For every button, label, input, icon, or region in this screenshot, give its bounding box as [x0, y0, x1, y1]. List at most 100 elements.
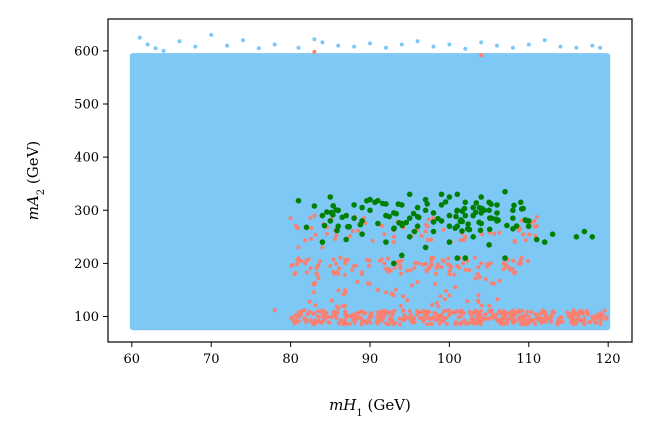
series-1-band-3-point: [355, 279, 360, 284]
series-0-point: [209, 32, 214, 37]
series-1-point: [479, 53, 484, 58]
series-0-point: [463, 46, 468, 51]
series-1-band-0-point: [433, 311, 438, 316]
series-2-point: [327, 194, 334, 200]
series-2-point: [343, 212, 350, 219]
series-1-band-0-point: [529, 310, 533, 314]
series-1-point: [360, 272, 365, 276]
series-1-band-3-point: [495, 297, 500, 302]
series-2-point: [414, 223, 421, 229]
series-1-point: [320, 245, 325, 250]
series-1-band-0-point: [361, 311, 366, 316]
series-1-point: [304, 258, 309, 263]
series-1-band-3-point: [465, 299, 470, 304]
series-1-band-0-point: [461, 311, 466, 316]
series-1-band-0-point: [374, 318, 379, 323]
series-1-band-3-point: [365, 281, 370, 286]
series-1: [272, 49, 609, 327]
series-1-band-0-point: [434, 318, 439, 323]
y-axis-label-unit: (GeV): [24, 141, 42, 189]
series-2-point: [375, 197, 381, 204]
series-2-point: [359, 204, 365, 211]
series-1-band-3-point: [313, 303, 318, 308]
series-1-band-3-point: [438, 294, 443, 299]
series-1-band-2-point: [512, 239, 517, 244]
series-1-band-1-point: [337, 266, 342, 271]
series-1-point: [344, 314, 349, 319]
series-1-band-0-point: [402, 316, 407, 321]
series-1-band-3-point: [343, 304, 347, 308]
series-2-band-0-point: [486, 226, 493, 233]
series-1-band-1-point: [472, 255, 477, 260]
x-axis-label: mH1 (GeV): [329, 396, 411, 419]
series-2-point: [359, 218, 365, 224]
series-2-band-0-point: [321, 222, 328, 229]
series-1-band-0-point: [468, 312, 473, 317]
series-1-band-0-point: [331, 312, 336, 317]
series-1-band-1-point: [338, 256, 343, 260]
series-2-band-0-point: [403, 219, 410, 226]
series-1-band-0-point: [296, 319, 301, 324]
series-2-point: [383, 239, 389, 245]
series-1-band-0-point: [517, 310, 522, 315]
series-1-band-2-point: [308, 236, 313, 241]
series-1-band-1-point: [386, 256, 390, 261]
series-2-point: [311, 203, 318, 209]
x-axis: 60 70 80 90 100 110 120: [124, 342, 621, 367]
series-2-point: [470, 234, 477, 240]
series-1-band-1-point: [379, 257, 384, 262]
series-2-point: [438, 218, 445, 224]
series-1-point: [534, 224, 539, 229]
series-1-band-1-point: [452, 272, 457, 277]
series-1-band-0-point: [444, 321, 449, 326]
series-2-point: [533, 236, 540, 243]
series-1-band-0-point: [412, 320, 417, 325]
series-1-band-2-point: [424, 222, 429, 227]
series-1-band-1-point: [439, 265, 444, 270]
series-1-point: [526, 314, 531, 319]
series-2-point: [375, 220, 381, 227]
series-2-point: [391, 226, 397, 232]
series-1-band-2-point: [419, 233, 424, 238]
x-tick-label: 90: [362, 352, 379, 367]
series-1-band-3-point: [434, 300, 439, 305]
series-1-band-2-point: [334, 233, 339, 238]
series-0-point: [161, 48, 166, 53]
series-1-point: [375, 287, 380, 292]
series-1-band-0-point: [427, 317, 432, 322]
series-1-band-0-point: [366, 317, 371, 322]
series-1-point: [447, 293, 452, 298]
series-1-band-0-point: [321, 308, 325, 313]
series-2-band-0-point: [453, 213, 459, 220]
series-1-band-0-point: [508, 310, 513, 315]
series-1-band-0-point: [477, 312, 482, 317]
series-2-point: [502, 255, 508, 261]
series-1-band-3-point: [444, 288, 449, 293]
series-1-band-1-point: [331, 257, 336, 262]
series-1-point: [336, 306, 341, 311]
series-1-band-0-point: [464, 322, 469, 327]
series-2-point: [446, 239, 453, 245]
series-1-band-2-point: [380, 223, 384, 228]
series-2-point: [335, 223, 342, 229]
series-1-band-0-point: [543, 310, 548, 315]
series-1-band-0-point: [593, 320, 598, 325]
series-2-band-0-point: [466, 226, 473, 233]
series-1-band-0-point: [502, 313, 506, 318]
series-1-band-0-point: [412, 316, 416, 321]
series-1-point: [399, 258, 404, 263]
series-1-band-1-point: [510, 267, 515, 272]
series-2-point: [446, 212, 453, 219]
series-0-point: [383, 45, 388, 50]
y-tick-label: 200: [74, 257, 99, 272]
series-0-point: [479, 40, 484, 45]
x-tick-label: 60: [124, 352, 141, 367]
series-2-point: [295, 197, 302, 204]
series-1-band-0-point: [453, 322, 458, 326]
series-1-band-0-point: [421, 309, 426, 314]
series-1-band-0-point: [310, 311, 315, 316]
series-2-point: [454, 207, 461, 214]
series-1-point: [336, 272, 341, 276]
series-2-point: [581, 228, 588, 235]
x-axis-label-unit: (GeV): [363, 396, 411, 414]
